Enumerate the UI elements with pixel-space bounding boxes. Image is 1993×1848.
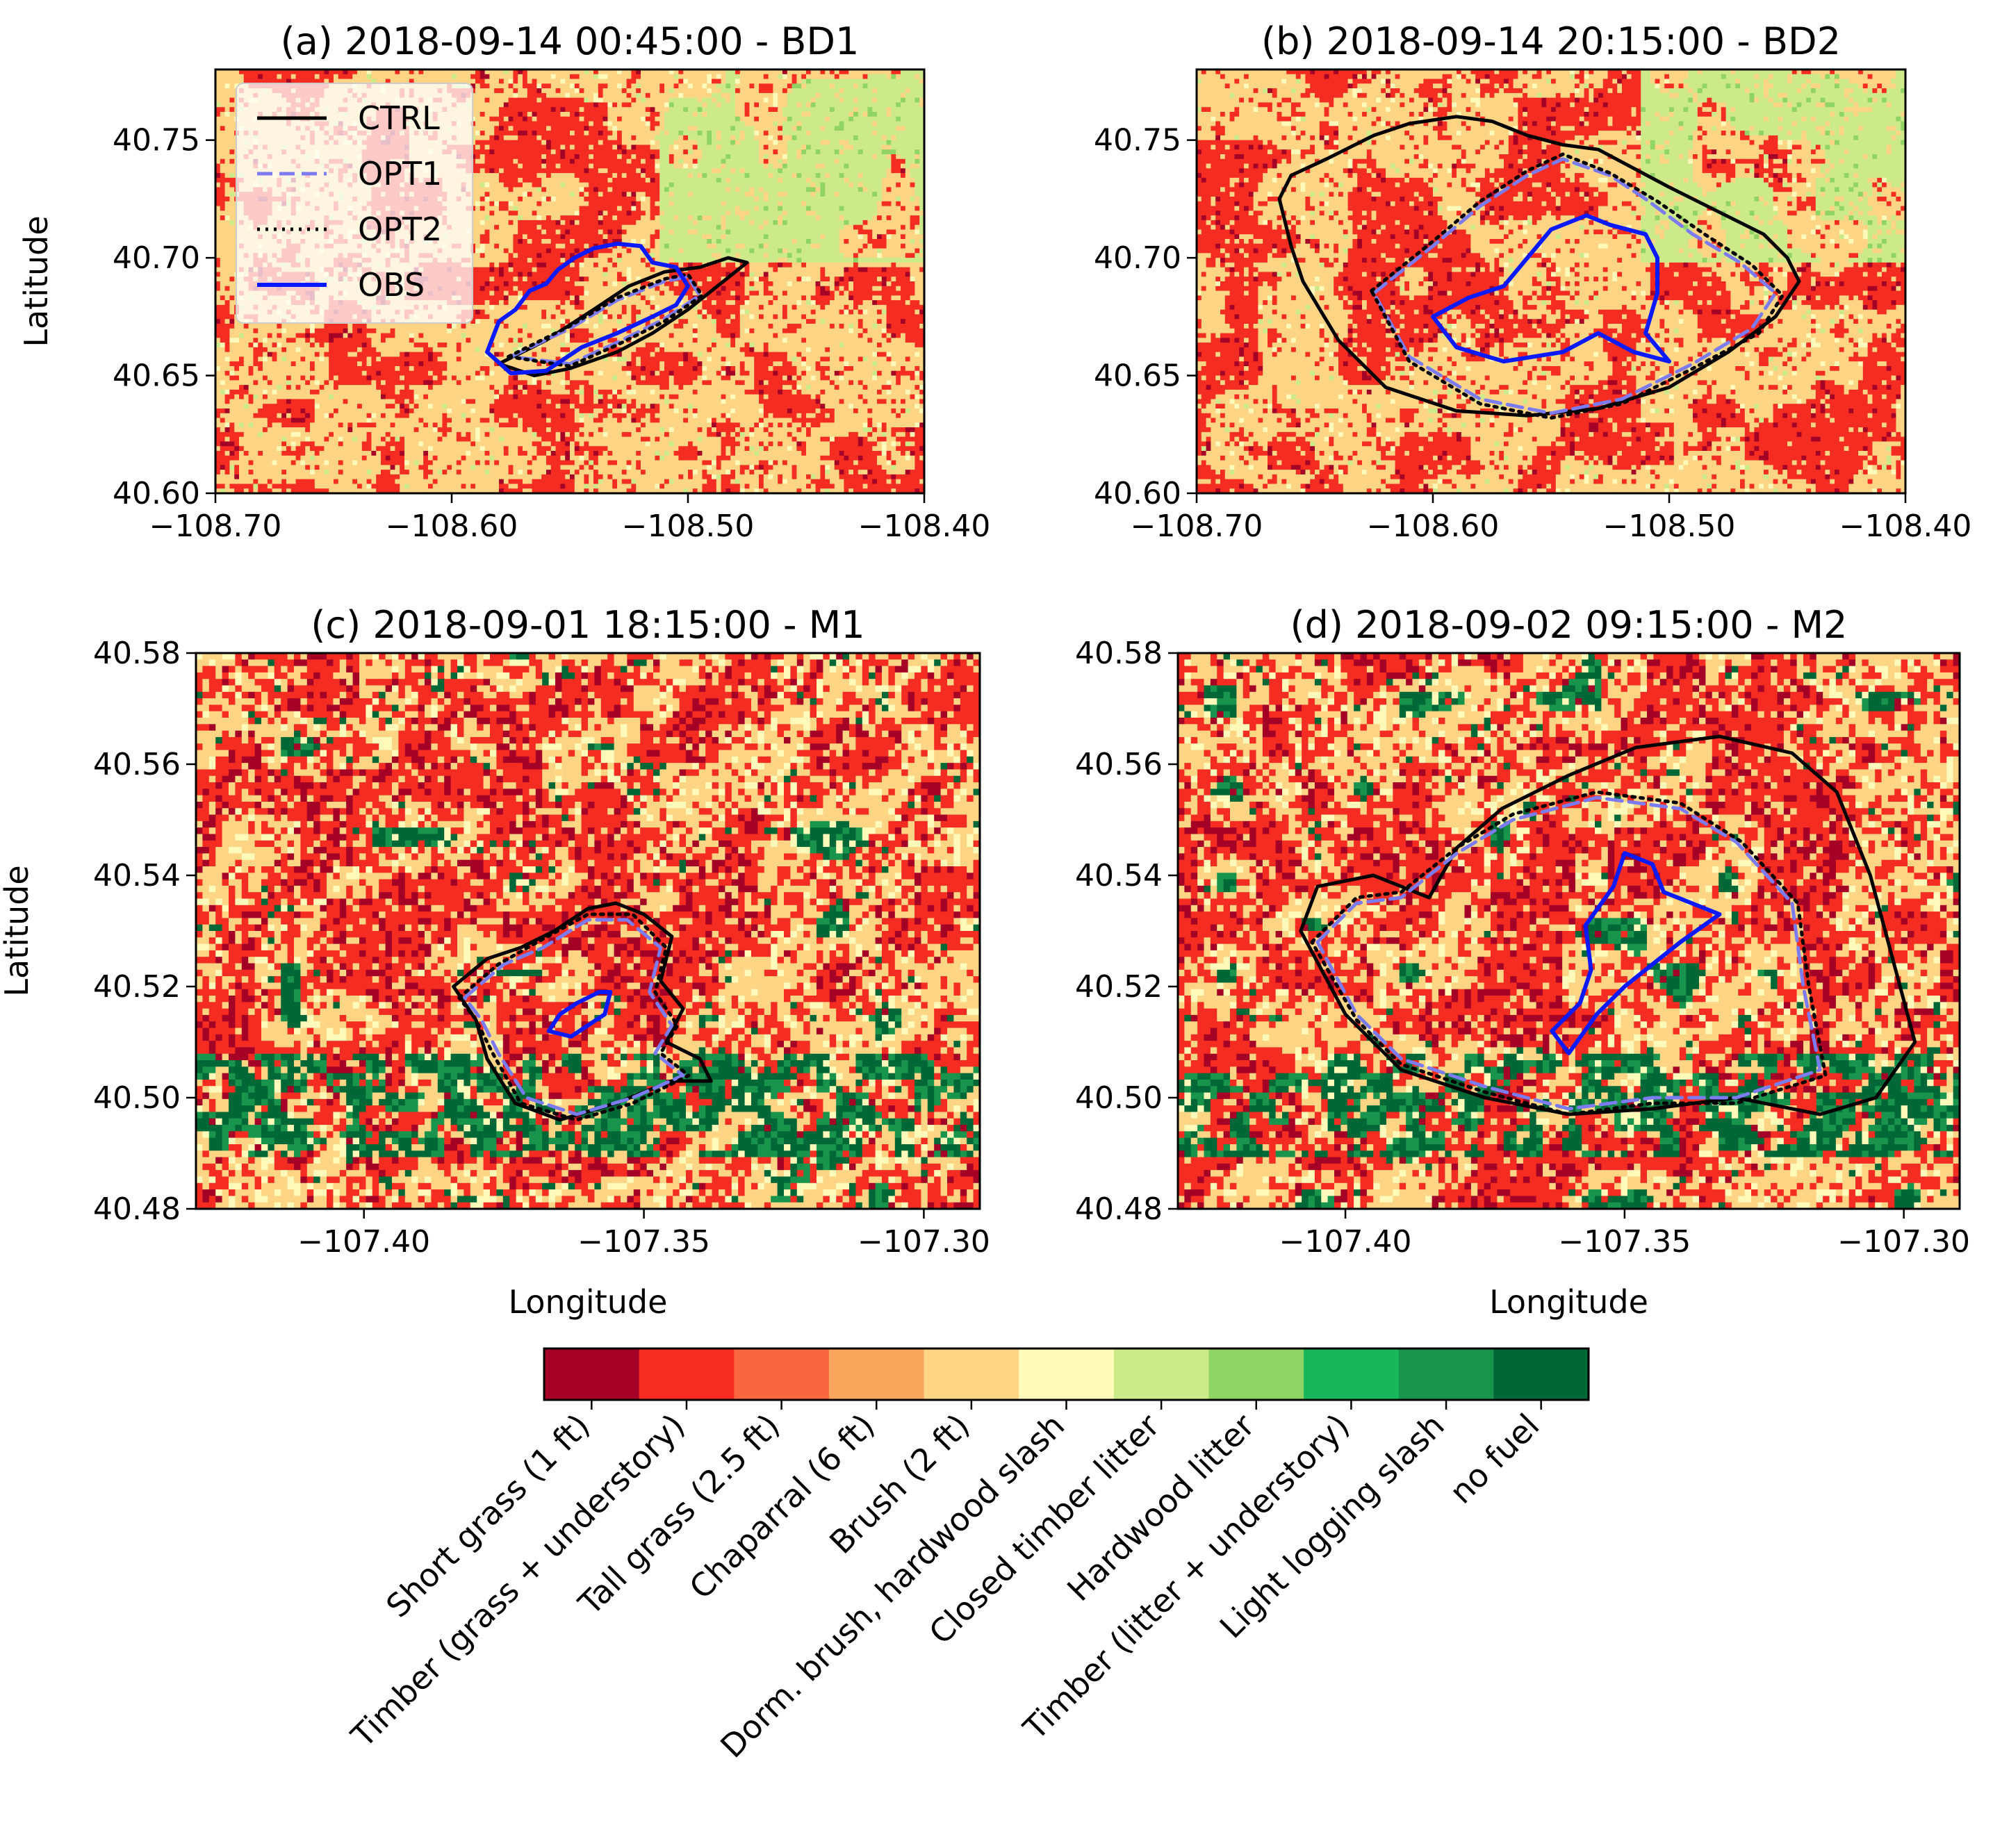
panel-1: −108.70 −108.60 −108.50 −108.40 40.60 40.65 40… xyxy=(1094,19,1971,544)
legend-label-opt2: OPT2 xyxy=(358,211,442,248)
y-tick-label-0-2: 40.70 xyxy=(113,240,200,276)
panel-title-0: (a) 2018-09-14 00:45:00 - BD1 xyxy=(281,19,860,63)
y-tick-label-3-4: 40.56 xyxy=(1075,747,1163,782)
y-tick-label-3-3: 40.54 xyxy=(1075,858,1163,893)
colorbar-swatch-4 xyxy=(924,1348,1019,1400)
panel-title-2: (c) 2018-09-01 18:15:00 - M1 xyxy=(311,603,864,647)
y-tick-label-1-0: 40.60 xyxy=(1094,476,1181,511)
y-tick-label-3-2: 40.52 xyxy=(1075,969,1163,1005)
x-tick-label-0-0: −108.70 xyxy=(149,509,282,544)
colorbar-swatch-2 xyxy=(734,1348,829,1400)
panel-3: −107.40 −107.35 −107.30 40.48 40.50 40.52 40.5… xyxy=(1075,603,1970,1321)
x-tick-label-2-0: −107.40 xyxy=(297,1224,430,1260)
y-tick-label-3-5: 40.58 xyxy=(1075,636,1163,671)
x-tick-label-3-0: −107.40 xyxy=(1279,1224,1412,1260)
panel-2: −107.40 −107.35 −107.30 40.48 40.50 40.52 40.5… xyxy=(0,603,990,1321)
x-tick-label-1-1: −108.60 xyxy=(1367,509,1500,544)
fuel-map-2 xyxy=(196,653,981,1210)
x-tick-label-0-2: −108.50 xyxy=(622,509,755,544)
legend-label-ctrl: CTRL xyxy=(358,99,440,137)
legend-label-obs: OBS xyxy=(358,266,425,304)
colorbar-label-10: no fuel xyxy=(1442,1407,1546,1511)
y-tick-label-2-2: 40.52 xyxy=(93,969,181,1005)
colorbar: Short grass (1 ft)Timber (grass + unders… xyxy=(343,1348,1589,1765)
panel-0: −108.70 −108.60 −108.50 −108.40 40.60 40.65 40… xyxy=(17,19,990,544)
legend-label-opt1: OPT1 xyxy=(358,155,442,192)
x-tick-label-3-1: −107.35 xyxy=(1558,1224,1691,1260)
x-tick-label-1-2: −108.50 xyxy=(1603,509,1736,544)
y-tick-label-3-1: 40.50 xyxy=(1075,1080,1163,1116)
colorbar-swatch-5 xyxy=(1019,1348,1114,1400)
y-tick-label-1-1: 40.65 xyxy=(1094,358,1181,394)
colorbar-swatch-0 xyxy=(544,1348,639,1400)
x-tick-label-2-1: −107.35 xyxy=(577,1224,710,1260)
x-axis-label-3: Longitude xyxy=(1489,1283,1648,1321)
y-tick-label-2-0: 40.48 xyxy=(93,1191,181,1227)
x-tick-label-3-2: −107.30 xyxy=(1837,1224,1970,1260)
y-tick-label-1-2: 40.70 xyxy=(1094,240,1181,276)
y-tick-label-0-3: 40.75 xyxy=(113,123,200,158)
x-axis-label-2: Longitude xyxy=(509,1283,668,1321)
panel-title-1: (b) 2018-09-14 20:15:00 - BD2 xyxy=(1261,19,1841,63)
y-tick-label-2-5: 40.58 xyxy=(93,636,181,671)
legend: CTRL OPT1 OPT2 OBS xyxy=(236,83,473,323)
y-axis-label-2: Latitude xyxy=(0,865,35,996)
y-tick-label-0-0: 40.60 xyxy=(113,476,200,511)
x-tick-label-1-0: −108.70 xyxy=(1131,509,1263,544)
x-tick-label-2-2: −107.30 xyxy=(858,1224,990,1260)
colorbar-label-5: Dorm. brush, hardwood slash xyxy=(713,1407,1072,1765)
y-tick-label-2-4: 40.56 xyxy=(93,747,181,782)
x-tick-label-1-3: −108.40 xyxy=(1839,509,1972,544)
x-tick-label-0-1: −108.60 xyxy=(386,509,518,544)
y-axis-label-0: Latitude xyxy=(17,215,55,347)
colorbar-swatch-3 xyxy=(829,1348,924,1400)
colorbar-swatch-6 xyxy=(1114,1348,1209,1400)
y-tick-label-0-1: 40.65 xyxy=(113,358,200,394)
y-tick-label-2-3: 40.54 xyxy=(93,858,181,893)
y-tick-label-1-3: 40.75 xyxy=(1094,123,1181,158)
colorbar-swatch-10 xyxy=(1493,1348,1589,1400)
colorbar-swatch-8 xyxy=(1304,1348,1399,1400)
colorbar-swatch-7 xyxy=(1208,1348,1304,1400)
fuel-map-3 xyxy=(1178,653,1960,1210)
panel-title-3: (d) 2018-09-02 09:15:00 - M2 xyxy=(1290,603,1848,647)
panels: −108.70 −108.60 −108.50 −108.40 40.60 40.65 40… xyxy=(0,19,1971,1321)
y-tick-label-3-0: 40.48 xyxy=(1075,1191,1163,1227)
colorbar-swatch-1 xyxy=(639,1348,735,1400)
y-tick-label-2-1: 40.50 xyxy=(93,1080,181,1116)
colorbar-swatch-9 xyxy=(1399,1348,1494,1400)
x-tick-label-0-3: −108.40 xyxy=(858,509,991,544)
